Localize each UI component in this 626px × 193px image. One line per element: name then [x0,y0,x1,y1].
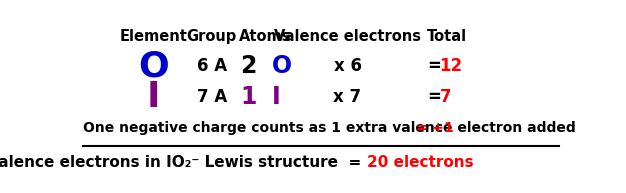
Text: 20 electrons: 20 electrons [367,155,473,170]
Text: O: O [138,49,169,83]
Text: =: = [428,88,447,107]
Text: Element: Element [120,29,187,44]
Text: Valence electrons: Valence electrons [274,29,421,44]
Text: Total  valence electrons in IO₂⁻ Lewis structure  =: Total valence electrons in IO₂⁻ Lewis st… [0,155,367,170]
Text: x 7: x 7 [334,88,362,107]
Text: 7: 7 [439,88,451,107]
Text: Total: Total [427,29,467,44]
Text: Atoms: Atoms [239,29,291,44]
Text: One negative charge counts as 1 extra valence electron added: One negative charge counts as 1 extra va… [83,121,576,135]
Text: =: = [428,57,447,75]
Text: 2: 2 [240,54,257,78]
Text: O: O [272,54,292,78]
Text: x 6: x 6 [334,57,361,75]
Text: 6 A: 6 A [197,57,227,75]
Text: 1: 1 [240,85,257,109]
Text: 7 A: 7 A [197,88,227,107]
Text: Group: Group [187,29,237,44]
Text: I: I [272,85,281,109]
Text: 12: 12 [439,57,463,75]
Text: I: I [146,80,160,114]
Text: = +1: = +1 [411,121,453,135]
